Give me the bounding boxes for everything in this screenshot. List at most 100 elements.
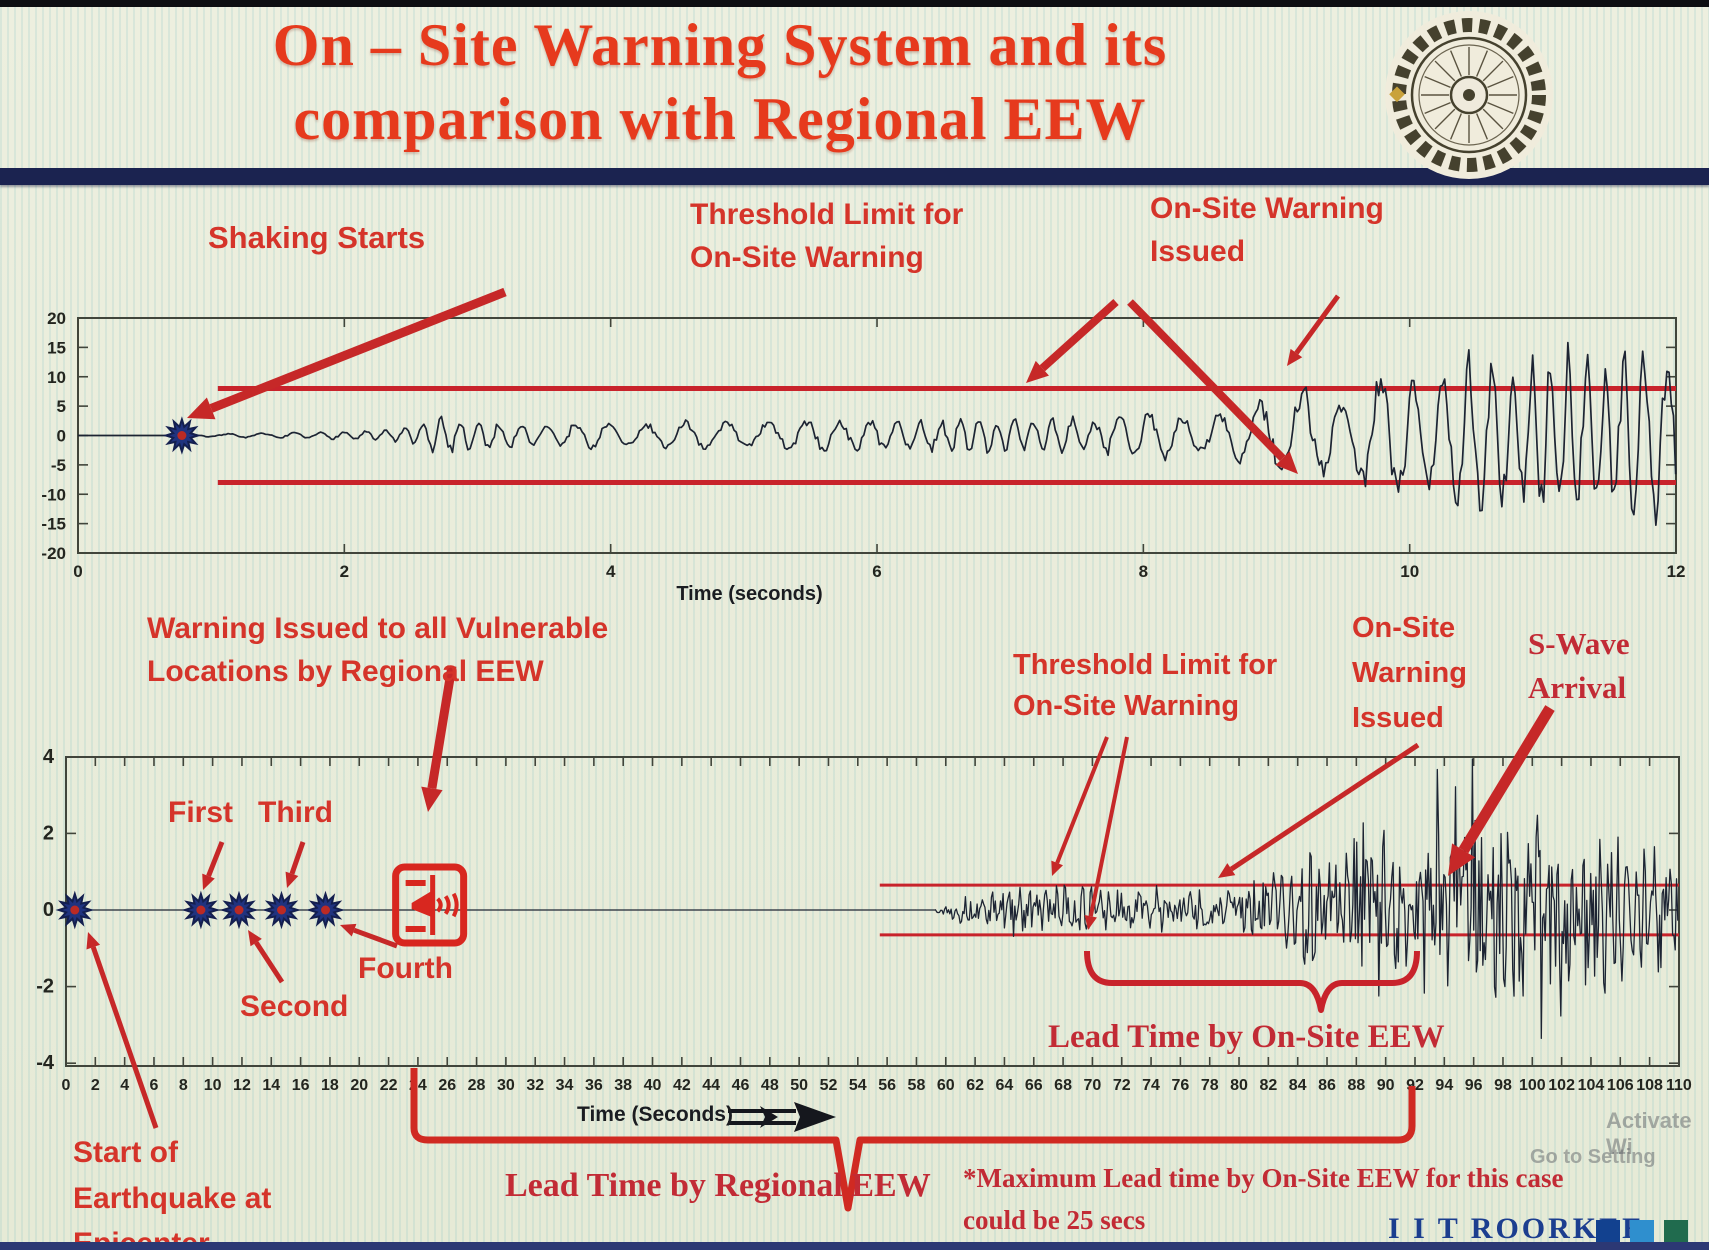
annotation-warning-issued-top-line2: Issued [1150, 234, 1246, 268]
svg-text:56: 56 [878, 1077, 896, 1094]
annotation-threshold-top-line1: Threshold Limit for [690, 198, 964, 231]
annotation-station-fourth: Fourth [358, 952, 453, 985]
arrow-station-fourth [340, 923, 398, 949]
svg-text:100: 100 [1519, 1077, 1546, 1094]
annotation-lead-time-regional: Lead Time by Regional EEW [505, 1167, 931, 1204]
svg-text:84: 84 [1289, 1077, 1307, 1094]
svg-text:4: 4 [43, 746, 55, 768]
svg-text:36: 36 [585, 1077, 603, 1094]
regional-warning-speaker-icon [392, 863, 468, 947]
svg-text:18: 18 [321, 1077, 339, 1094]
annotation-swave-line1: S-Wave [1528, 626, 1630, 661]
svg-text:46: 46 [732, 1077, 750, 1094]
svg-text:50: 50 [790, 1077, 808, 1094]
bottom-chart-xlabel: Time (Seconds) [577, 1103, 733, 1126]
annotation-station-first: First [168, 796, 234, 829]
svg-text:72: 72 [1113, 1077, 1131, 1094]
svg-text:-2: -2 [36, 976, 54, 998]
title-line1: On – Site Warning System and its [272, 12, 1168, 78]
svg-text:40: 40 [644, 1077, 662, 1094]
svg-text:78: 78 [1201, 1077, 1219, 1094]
annotation-max-lead-note: *Maximum Lead time by On-Site EEW for th… [963, 1158, 1564, 1242]
svg-text:88: 88 [1347, 1077, 1365, 1094]
annotation-max-lead-note-line2: could be 25 secs [963, 1204, 1146, 1235]
svg-text:20: 20 [350, 1077, 368, 1094]
activation-watermark-line1: Activate Wi [1606, 1108, 1692, 1159]
brace-lead-time-onsite [1084, 950, 1420, 1013]
svg-text:64: 64 [996, 1077, 1014, 1094]
svg-text:104: 104 [1578, 1077, 1605, 1094]
arrow-threshold-top-upper [1026, 299, 1119, 383]
svg-text:86: 86 [1318, 1077, 1336, 1094]
svg-text:15: 15 [47, 338, 66, 357]
svg-text:32: 32 [526, 1077, 544, 1094]
arrow-warning-issued-top [1287, 294, 1341, 366]
activation-watermark-line2: Go to Setting [1530, 1146, 1656, 1168]
arrow-shaking-starts [187, 287, 507, 420]
svg-text:0: 0 [73, 562, 82, 581]
svg-text:82: 82 [1259, 1077, 1277, 1094]
svg-text:26: 26 [438, 1077, 456, 1094]
svg-text:52: 52 [820, 1077, 838, 1094]
header-divider [0, 168, 1709, 185]
svg-text:70: 70 [1084, 1077, 1102, 1094]
arrow-swave-arrival [1448, 705, 1555, 876]
svg-text:2: 2 [43, 822, 54, 844]
title-line2: comparison with Regional EEW [293, 86, 1147, 153]
page-title: On – Site Warning System and its compari… [80, 8, 1360, 157]
svg-text:10: 10 [204, 1077, 222, 1094]
annotation-shaking-starts: Shaking Starts [208, 220, 426, 255]
svg-text:74: 74 [1142, 1077, 1160, 1094]
time-direction-arrow-icon [728, 1102, 836, 1132]
svg-text:28: 28 [468, 1077, 486, 1094]
svg-text:0: 0 [62, 1077, 71, 1094]
svg-text:76: 76 [1171, 1077, 1189, 1094]
annotation-regional-warning-line2: Locations by Regional EEW [147, 654, 544, 688]
annotation-regional-warning: Warning Issued to all Vulnerable Locatio… [147, 608, 608, 693]
svg-text:0: 0 [43, 899, 54, 921]
annotation-swave-arrival: S-Wave Arrival [1528, 622, 1630, 710]
svg-text:96: 96 [1465, 1077, 1483, 1094]
iit-roorkee-logo-icon [1385, 11, 1553, 179]
svg-text:14: 14 [262, 1077, 280, 1094]
svg-text:98: 98 [1494, 1077, 1512, 1094]
annotation-regional-warning-line1: Warning Issued to all Vulnerable [147, 612, 609, 645]
photo-top-edge [0, 0, 1709, 7]
svg-text:58: 58 [908, 1077, 926, 1094]
svg-text:108: 108 [1636, 1077, 1663, 1094]
top-chart: 20 15 10 5 0 -5 -10 -15 -20 0 2 4 6 8 10 12 [41, 309, 1685, 581]
svg-text:8: 8 [179, 1077, 188, 1094]
annotation-epicenter: Start of Earthquake at Epicenter [73, 1130, 271, 1250]
svg-text:16: 16 [292, 1077, 310, 1094]
svg-text:48: 48 [761, 1077, 779, 1094]
svg-text:62: 62 [966, 1077, 984, 1094]
annotation-threshold-bottom-line2: On-Site Warning [1013, 690, 1240, 723]
svg-text:80: 80 [1230, 1077, 1248, 1094]
annotation-threshold-bottom: Threshold Limit for On-Site Warning [1013, 645, 1277, 727]
arrow-regional-warning [421, 665, 457, 812]
annotation-station-third: Third [258, 796, 333, 829]
svg-text:10: 10 [47, 368, 66, 387]
annotation-swave-line2: Arrival [1528, 670, 1627, 706]
svg-text:12: 12 [1667, 562, 1686, 581]
svg-text:0: 0 [57, 427, 66, 446]
annotation-epicenter-line2: Earthquake at [73, 1181, 272, 1215]
svg-text:30: 30 [497, 1077, 515, 1094]
arrow-threshold-bottom-upper [1051, 736, 1109, 876]
svg-text:4: 4 [120, 1077, 129, 1094]
arrow-station-second [248, 930, 285, 984]
annotation-threshold-bottom-line1: Threshold Limit for [1013, 649, 1278, 681]
svg-text:-10: -10 [41, 485, 66, 504]
svg-text:10: 10 [1400, 562, 1419, 581]
annotation-warning-issued-top: On-Site Warning Issued [1150, 188, 1384, 273]
svg-text:6: 6 [872, 562, 881, 581]
svg-text:94: 94 [1435, 1077, 1453, 1094]
svg-text:110: 110 [1666, 1077, 1692, 1094]
footer-square-darkblue [1596, 1220, 1620, 1244]
annotation-threshold-top: Threshold Limit for On-Site Warning [690, 194, 963, 279]
svg-text:22: 22 [380, 1077, 398, 1094]
svg-text:-20: -20 [41, 544, 66, 563]
annotation-epicenter-line1: Start of [73, 1136, 178, 1169]
